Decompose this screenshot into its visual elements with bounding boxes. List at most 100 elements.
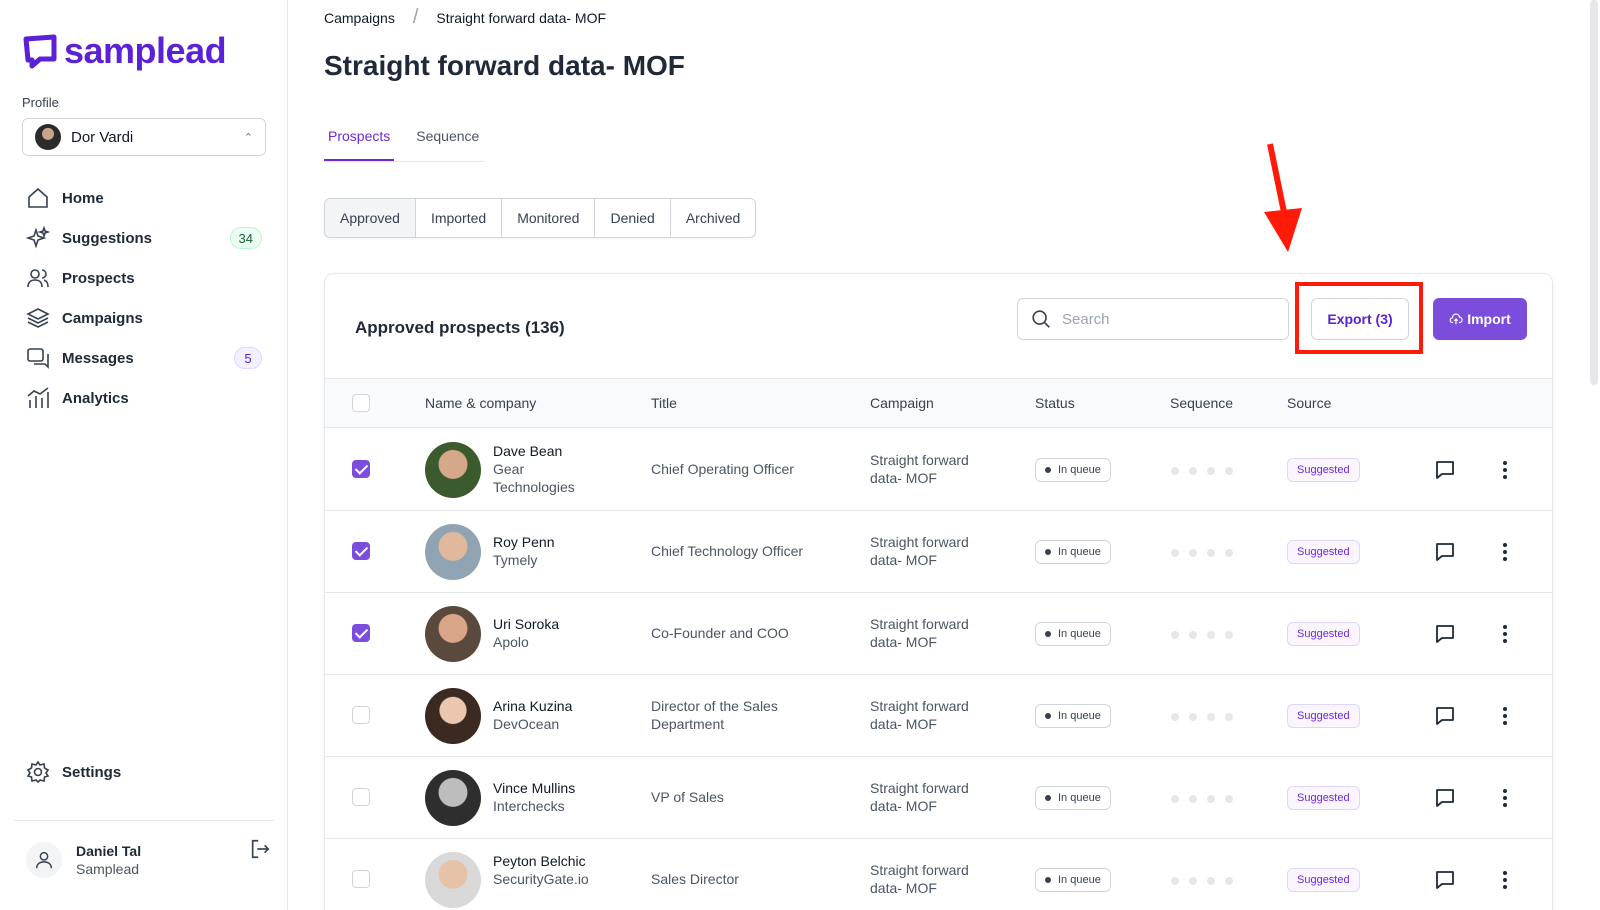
row-checkbox[interactable] <box>352 870 370 888</box>
more-options-icon[interactable] <box>1493 786 1517 810</box>
sidebar-item-campaigns[interactable]: Campaigns <box>22 298 266 338</box>
status-badge: In queue <box>1035 868 1111 892</box>
column-header-name[interactable]: Name & company <box>425 395 537 411</box>
sequence-step <box>1171 467 1179 475</box>
analytics-icon <box>26 386 50 410</box>
row-checkbox[interactable] <box>352 788 370 806</box>
sequence-progress <box>1171 877 1233 885</box>
sequence-step <box>1225 795 1233 803</box>
row-checkbox[interactable] <box>352 706 370 724</box>
sequence-progress <box>1171 549 1233 557</box>
logo[interactable]: samplead <box>22 30 227 72</box>
name-company[interactable]: Uri Soroka Apolo <box>493 615 593 651</box>
logout-icon[interactable] <box>249 838 271 865</box>
column-header-campaign[interactable]: Campaign <box>870 395 934 411</box>
sequence-step <box>1207 631 1215 639</box>
import-button[interactable]: Import <box>1433 298 1527 340</box>
sidebar-item-settings[interactable]: Settings <box>26 760 121 784</box>
tab-prospects[interactable]: Prospects <box>324 120 395 161</box>
filter-approved[interactable]: Approved <box>325 199 416 237</box>
annotation-highlight-box <box>1295 282 1423 354</box>
breadcrumb-campaigns[interactable]: Campaigns <box>324 9 395 26</box>
sidebar-item-analytics[interactable]: Analytics <box>22 378 266 418</box>
row-checkbox[interactable] <box>352 460 370 478</box>
sequence-step <box>1207 713 1215 721</box>
profile-select[interactable]: Dor Vardi ⌃ <box>22 118 266 156</box>
row-checkbox[interactable] <box>352 542 370 560</box>
more-options-icon[interactable] <box>1493 868 1517 892</box>
source-badge: Suggested <box>1287 540 1360 564</box>
column-header-sequence[interactable]: Sequence <box>1170 395 1234 411</box>
sequence-step <box>1189 877 1197 885</box>
sequence-step <box>1171 877 1179 885</box>
status-badge: In queue <box>1035 704 1111 728</box>
sequence-step <box>1189 467 1197 475</box>
status-dot-icon <box>1045 631 1051 637</box>
filter-denied[interactable]: Denied <box>595 199 671 237</box>
sequence-step <box>1189 713 1197 721</box>
message-icon[interactable] <box>1433 622 1457 646</box>
name-company[interactable]: Dave Bean Gear Technologies <box>493 442 593 496</box>
filter-imported[interactable]: Imported <box>416 199 503 237</box>
name-company[interactable]: Roy Penn Tymely <box>493 533 593 569</box>
table-row[interactable]: Peyton Belchic SecurityGate.io Sales Dir… <box>325 838 1552 910</box>
sequence-step <box>1207 877 1215 885</box>
sequence-step <box>1225 877 1233 885</box>
sidebar-item-label: Campaigns <box>62 309 143 327</box>
tab-sequence[interactable]: Sequence <box>416 128 480 144</box>
more-options-icon[interactable] <box>1493 622 1517 646</box>
source-badge: Suggested <box>1287 786 1360 810</box>
avatar <box>425 524 481 580</box>
sidebar-item-suggestions[interactable]: Suggestions 34 <box>22 218 266 258</box>
filter-monitored[interactable]: Monitored <box>502 199 596 237</box>
more-options-icon[interactable] <box>1493 540 1517 564</box>
name-company[interactable]: Vince Mullins Interchecks <box>493 779 593 815</box>
page-scrollbar[interactable] <box>1590 0 1598 385</box>
column-header-status[interactable]: Status <box>1035 395 1075 411</box>
more-options-icon[interactable] <box>1493 704 1517 728</box>
sidebar: samplead Profile Dor Vardi ⌃ Home Sugges… <box>0 0 288 910</box>
table-row[interactable]: Roy Penn Tymely Chief Technology Officer… <box>325 510 1552 593</box>
search-box[interactable] <box>1017 298 1289 340</box>
prospects-card: Approved prospects (136) Export (3) Impo… <box>324 273 1553 910</box>
filter-archived[interactable]: Archived <box>685 210 741 226</box>
prospect-company: Gear Technologies <box>493 461 575 495</box>
avatar <box>425 688 481 744</box>
sidebar-item-prospects[interactable]: Prospects <box>22 258 266 298</box>
table-row[interactable]: Dave Bean Gear Technologies Chief Operat… <box>325 428 1552 511</box>
sidebar-item-messages[interactable]: Messages 5 <box>22 338 266 378</box>
prospect-name: Vince Mullins <box>493 780 576 796</box>
table-row[interactable]: Vince Mullins Interchecks VP of Sales St… <box>325 756 1552 839</box>
row-checkbox[interactable] <box>352 624 370 642</box>
sidebar-item-home[interactable]: Home <box>22 178 266 218</box>
name-company[interactable]: Arina Kuzina DevOcean <box>493 697 593 733</box>
message-icon[interactable] <box>1433 704 1457 728</box>
sidebar-item-label: Analytics <box>62 389 129 407</box>
message-icon[interactable] <box>1433 540 1457 564</box>
export-button[interactable]: Export (3) <box>1311 298 1409 340</box>
search-input[interactable] <box>1062 310 1262 328</box>
column-header-title[interactable]: Title <box>651 395 677 411</box>
cloud-upload-icon <box>1449 313 1463 325</box>
avatar <box>425 606 481 662</box>
name-company[interactable]: Peyton Belchic SecurityGate.io <box>493 852 593 888</box>
message-icon[interactable] <box>1433 458 1457 482</box>
message-icon[interactable] <box>1433 868 1457 892</box>
prospect-title: Chief Operating Officer <box>651 461 794 477</box>
annotation-arrow <box>1256 140 1316 265</box>
table-row[interactable]: Arina Kuzina DevOcean Director of the Sa… <box>325 674 1552 757</box>
sequence-step <box>1225 631 1233 639</box>
tabs: Prospects Sequence <box>324 120 484 162</box>
user-name: Daniel Tal <box>76 843 142 859</box>
message-icon[interactable] <box>1433 786 1457 810</box>
sequence-step <box>1171 795 1179 803</box>
sequence-step <box>1189 549 1197 557</box>
table-row[interactable]: Uri Soroka Apolo Co-Founder and COO Stra… <box>325 592 1552 675</box>
select-all-checkbox[interactable] <box>352 394 370 412</box>
column-header-source[interactable]: Source <box>1287 395 1332 411</box>
avatar <box>425 770 481 826</box>
more-options-icon[interactable] <box>1493 458 1517 482</box>
prospect-campaign: Straight forward data- MOF <box>870 698 969 732</box>
status-label: In queue <box>1058 546 1101 558</box>
status-dot-icon <box>1045 467 1051 473</box>
